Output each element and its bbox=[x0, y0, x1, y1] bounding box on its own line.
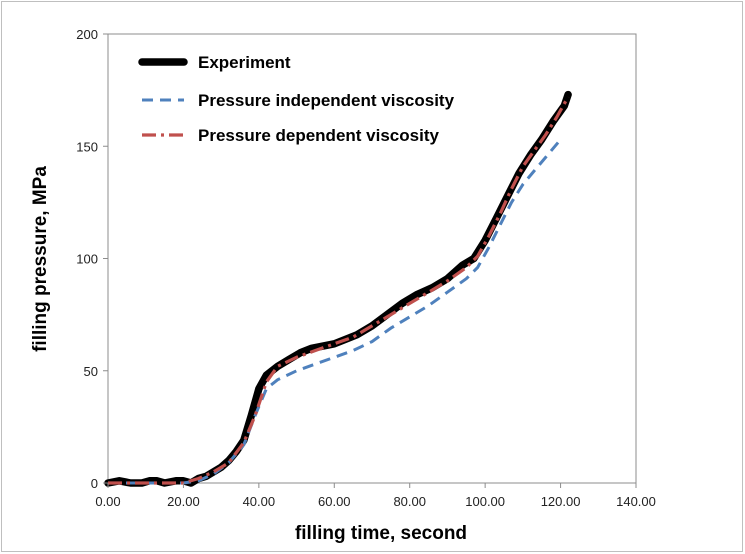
x-tick-label: 80.00 bbox=[393, 494, 426, 509]
x-tick-label: 20.00 bbox=[167, 494, 200, 509]
legend-label-2: Pressure independent viscosity bbox=[198, 91, 455, 110]
x-tick-label: 140.00 bbox=[616, 494, 656, 509]
ticks-layer: 0.00 20.00 40.00 60.00 80.00 100.00 120.00 140.… bbox=[76, 27, 656, 509]
legend-label-3: Pressure dependent viscosity bbox=[198, 126, 439, 145]
x-tick-label: 0.00 bbox=[95, 494, 120, 509]
series-layer bbox=[104, 90, 572, 487]
y-tick-label: 100 bbox=[76, 252, 98, 267]
x-axis-title: filling time, second bbox=[295, 523, 467, 544]
x-tick-label: 60.00 bbox=[318, 494, 351, 509]
x-tick-label: 40.00 bbox=[243, 494, 276, 509]
y-axis-title: filling pressure, MPa bbox=[30, 166, 51, 352]
legend: Experiment Pressure independent viscosity… bbox=[138, 53, 455, 145]
series-line-1 bbox=[104, 90, 572, 487]
x-tick-label: 120.00 bbox=[541, 494, 581, 509]
y-tick-label: 0 bbox=[91, 476, 98, 491]
legend-label-1: Experiment bbox=[198, 53, 291, 72]
series-line-2 bbox=[108, 138, 562, 485]
series-line-3 bbox=[108, 96, 570, 485]
y-tick-label: 50 bbox=[84, 364, 98, 379]
y-tick-label: 150 bbox=[76, 139, 98, 154]
y-tick-label: 200 bbox=[76, 27, 98, 42]
x-tick-label: 100.00 bbox=[465, 494, 505, 509]
